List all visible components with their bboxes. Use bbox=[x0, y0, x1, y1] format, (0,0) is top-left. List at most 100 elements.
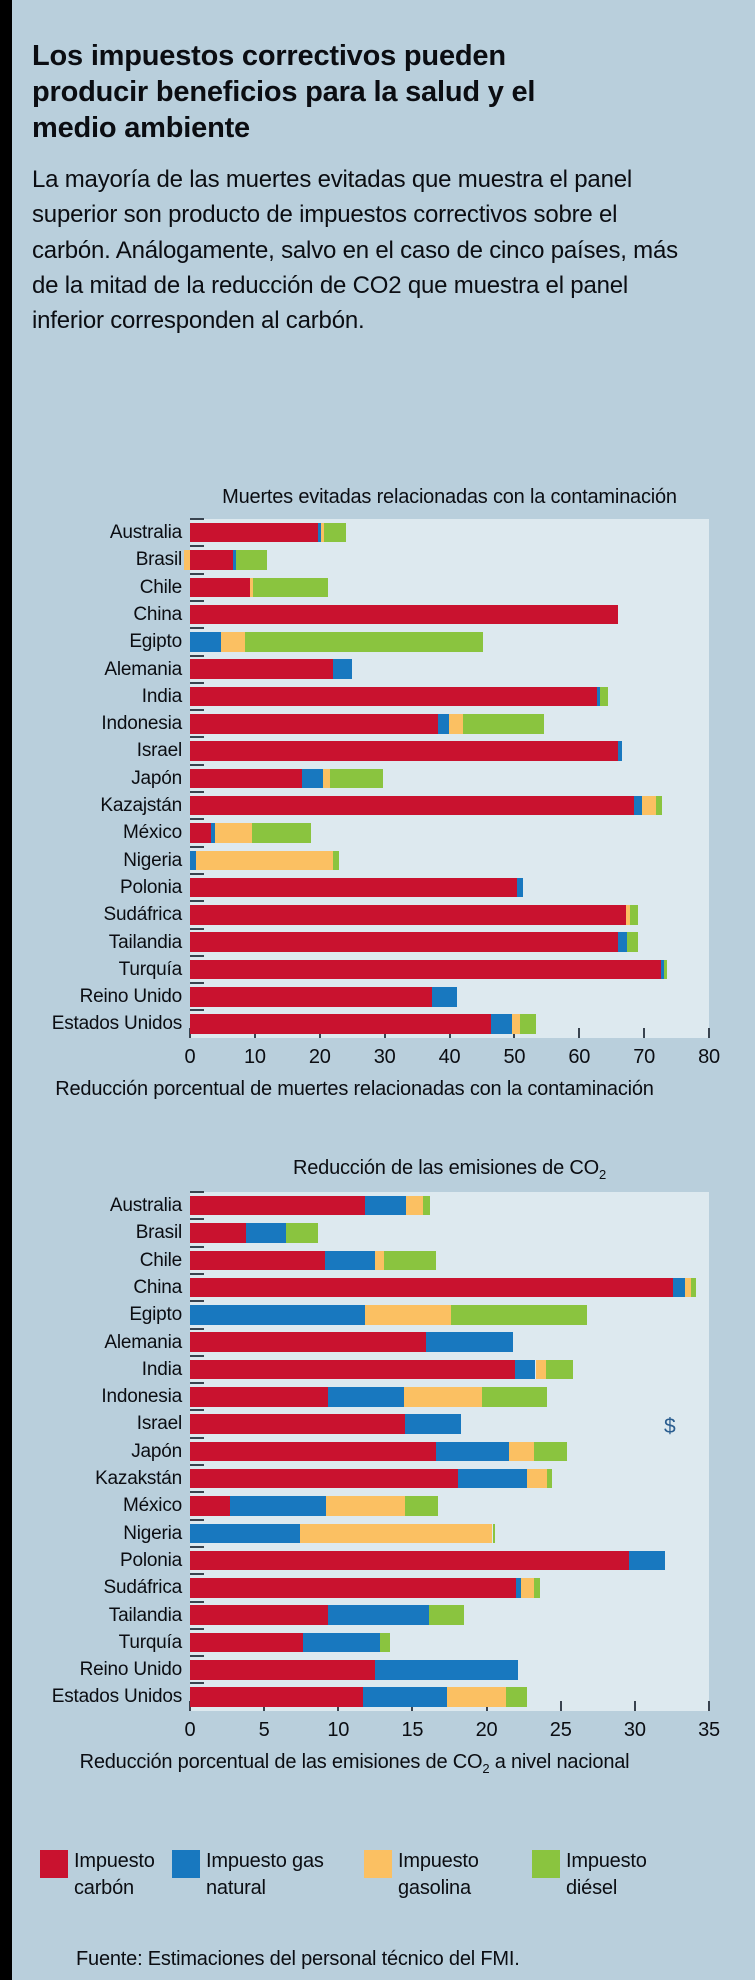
bar-segment-carbon bbox=[190, 1605, 328, 1625]
category-label: India bbox=[141, 685, 182, 707]
bar-segment-carbon bbox=[190, 1387, 328, 1407]
x-axis-tick bbox=[578, 1028, 581, 1038]
bar-segment-diesel bbox=[534, 1578, 540, 1598]
bar-segment-gasolina bbox=[641, 795, 657, 816]
bar-segment-gas bbox=[628, 1550, 665, 1571]
category-label: Brasil bbox=[135, 549, 183, 571]
bar-segment-gasolina bbox=[526, 1468, 548, 1489]
bar-segment-gas bbox=[324, 1250, 376, 1270]
bar-segment-gas bbox=[190, 1523, 300, 1543]
row-tick bbox=[190, 954, 204, 957]
row-tick bbox=[190, 1300, 204, 1303]
row-tick bbox=[190, 1382, 204, 1385]
row-tick bbox=[190, 518, 204, 520]
bar-segment-gas bbox=[301, 768, 323, 789]
bar-segment-gas bbox=[514, 1359, 536, 1380]
x-axis-tick-label: 25 bbox=[549, 1719, 572, 1741]
category-label: Estados Unidos bbox=[51, 1686, 182, 1708]
bar-segment-carbon bbox=[190, 1277, 674, 1298]
category-label: Sudáfrica bbox=[103, 904, 183, 926]
category-label: Reino Unido bbox=[79, 986, 183, 1008]
bar-segment-gasolina bbox=[196, 850, 334, 870]
x-axis-tick-label: 10 bbox=[327, 1719, 350, 1741]
bar-segment-gas bbox=[246, 1223, 287, 1243]
legend-label: Impuesto gas natural bbox=[206, 1850, 324, 1899]
category-label: China bbox=[133, 1276, 182, 1298]
bar-segment-carbon bbox=[190, 1223, 247, 1243]
x-axis-tick-label: 50 bbox=[503, 1046, 526, 1068]
bar-segment-carbon bbox=[190, 1250, 325, 1270]
x-axis-tick-label: 40 bbox=[438, 1046, 461, 1068]
bar-segment-carbon bbox=[190, 1632, 303, 1653]
bar-segment-gasolina bbox=[375, 1250, 385, 1270]
bar-segment-diesel bbox=[251, 823, 312, 843]
category-label: Tailandia bbox=[108, 1604, 182, 1626]
category-label: Israel bbox=[136, 1413, 182, 1435]
category-label: Kazajstán bbox=[100, 795, 182, 816]
row-tick bbox=[190, 1682, 204, 1685]
bar-segment-gas bbox=[458, 1468, 527, 1489]
category-label: Australia bbox=[109, 1195, 182, 1216]
bar-segment-gas bbox=[405, 1414, 462, 1434]
bar-segment-diesel bbox=[236, 550, 268, 570]
x-axis-tick-label: 70 bbox=[633, 1046, 656, 1068]
bar-segment-gas bbox=[364, 1195, 407, 1216]
bar-segment-gasolina bbox=[221, 632, 246, 652]
bar-segment-carbon bbox=[190, 1414, 405, 1434]
x-axis-tick-label: 20 bbox=[475, 1719, 498, 1741]
deaths-x-axis-label: Reducción porcentual de muertes relacion… bbox=[55, 1078, 654, 1100]
row-tick bbox=[190, 572, 204, 575]
bar-segment-gas bbox=[597, 686, 600, 707]
gasolina-swatch-icon bbox=[364, 1850, 392, 1878]
bar-segment-gas bbox=[318, 522, 322, 543]
bar-segment-gas bbox=[634, 795, 642, 816]
x-axis-tick bbox=[643, 1028, 646, 1038]
row-tick bbox=[190, 900, 204, 903]
bar-segment-gasolina bbox=[214, 823, 252, 843]
bar-segment-diesel bbox=[600, 686, 608, 707]
bar-segment-gas bbox=[673, 1277, 686, 1298]
row-tick bbox=[190, 736, 204, 739]
diesel-swatch-icon bbox=[532, 1850, 560, 1878]
category-label: Nigeria bbox=[123, 849, 182, 871]
bar-segment-diesel bbox=[384, 1250, 437, 1270]
category-label: Japón bbox=[131, 767, 182, 789]
row-tick bbox=[190, 1518, 204, 1521]
category-label: México bbox=[123, 822, 182, 844]
bar-segment-carbon bbox=[190, 577, 251, 597]
bar-segment-carbon bbox=[190, 741, 618, 761]
row-tick bbox=[190, 1491, 204, 1494]
bar-segment-gasolina bbox=[520, 1578, 535, 1598]
bar-segment-gas bbox=[516, 1578, 521, 1598]
left-accent-bar bbox=[0, 0, 12, 1980]
bar-segment-carbon bbox=[190, 959, 661, 980]
gas-swatch-icon bbox=[172, 1850, 200, 1878]
bar-segment-diesel bbox=[324, 522, 347, 543]
bar-segment-diesel bbox=[656, 795, 663, 816]
bar-segment-gasolina bbox=[364, 1305, 451, 1325]
bar-segment-diesel bbox=[252, 577, 329, 597]
row-tick bbox=[190, 1009, 204, 1012]
row-tick bbox=[190, 872, 204, 875]
bar-segment-carbon bbox=[190, 877, 517, 898]
bar-segment-gas bbox=[375, 1660, 518, 1680]
bar-segment-gasolina bbox=[448, 714, 464, 734]
x-axis-tick-label: 20 bbox=[308, 1046, 331, 1068]
bar-segment-diesel bbox=[286, 1223, 318, 1243]
category-label: México bbox=[123, 1495, 182, 1517]
bar-segment-carbon bbox=[190, 768, 302, 789]
row-tick bbox=[190, 654, 204, 657]
category-label: Chile bbox=[139, 576, 183, 598]
bar-segment-carbon bbox=[190, 1441, 437, 1462]
category-label: Egipto bbox=[129, 631, 182, 653]
deaths-plot-area: Australia Brasil Chile China Egipto Alemania I… bbox=[0, 518, 755, 1038]
bar-segment-gasolina bbox=[183, 550, 190, 570]
bar-segment-gasolina bbox=[512, 1014, 521, 1034]
bar-segment-gas bbox=[233, 550, 237, 570]
bar-segment-carbon bbox=[190, 1687, 364, 1707]
bar-segment-diesel bbox=[663, 959, 667, 980]
row-tick bbox=[190, 1354, 204, 1357]
bar-segment-carbon bbox=[190, 1195, 365, 1216]
bar-segment-gas bbox=[436, 1441, 509, 1462]
bar-segment-gas bbox=[438, 714, 449, 734]
